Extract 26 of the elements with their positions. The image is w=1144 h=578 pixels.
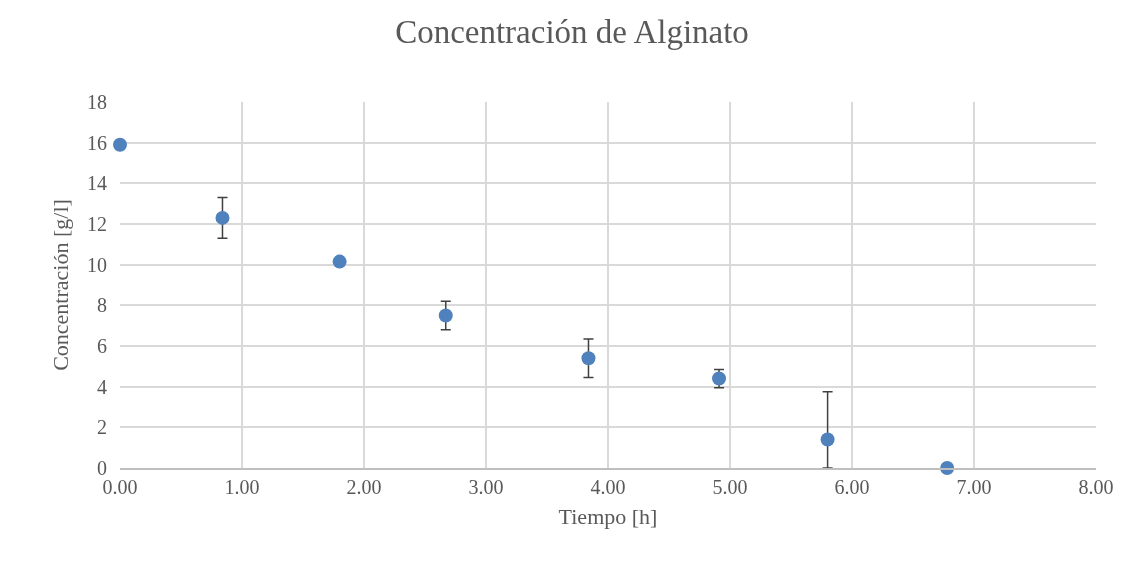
x-axis-title: Tiempo [h] <box>558 504 658 530</box>
x-tick-label: 6.00 <box>834 475 870 498</box>
point <box>581 351 596 366</box>
y-tick-label: 8 <box>97 294 107 317</box>
point <box>113 137 127 152</box>
y-tick-label: 16 <box>87 131 107 154</box>
chart-title: Concentración de Alginato <box>395 14 749 51</box>
x-tick-label: 8.00 <box>1078 475 1114 498</box>
point <box>215 210 230 225</box>
point <box>438 308 453 323</box>
x-tick-label: 7.00 <box>956 475 992 498</box>
y-tick-label: 10 <box>87 253 107 276</box>
x-tick-label: 2.00 <box>346 475 382 498</box>
y-tick-label: 2 <box>97 416 107 439</box>
y-tick-label: 18 <box>87 91 107 113</box>
x-tick-label: 3.00 <box>468 475 504 498</box>
y-tick-label: 4 <box>97 375 107 398</box>
y-tick-label: 12 <box>87 213 107 235</box>
point <box>820 432 835 447</box>
x-tick-label: 1.00 <box>224 475 260 498</box>
x-tick-label: 4.00 <box>590 475 626 498</box>
y-tick-label: 14 <box>87 172 107 195</box>
x-tick-label: 5.00 <box>712 475 748 498</box>
y-tick-label: 6 <box>97 335 107 357</box>
y-axis-title: Concentración [g/l] <box>47 199 73 371</box>
point <box>332 254 347 269</box>
